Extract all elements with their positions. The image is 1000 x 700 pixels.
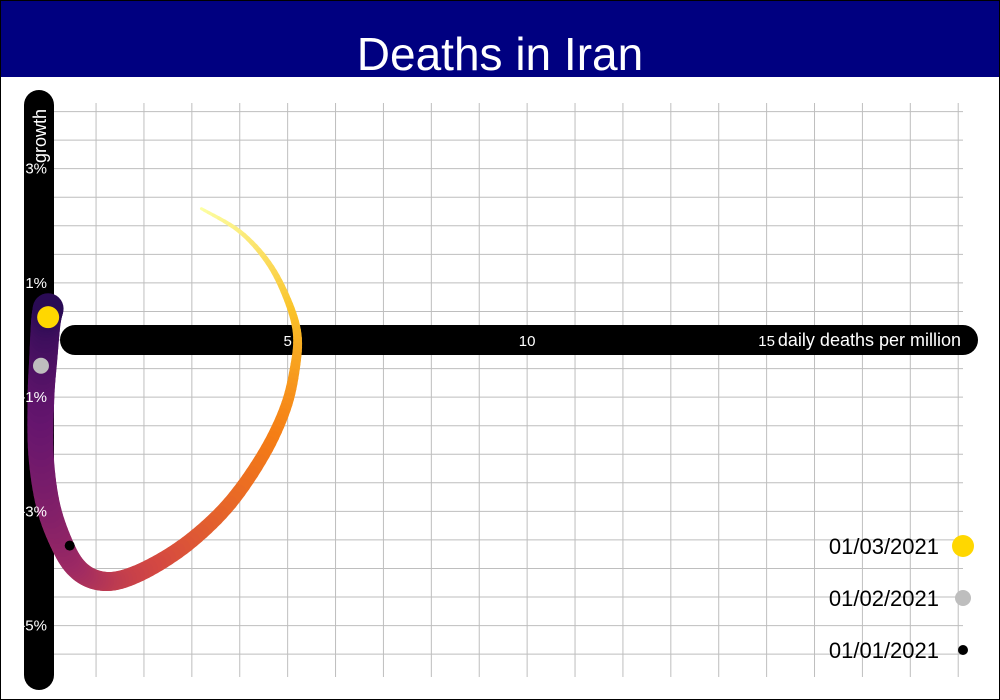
x-tick-label: 10 <box>519 333 536 350</box>
axes <box>24 90 978 690</box>
y-tick-label: -3% <box>20 503 47 520</box>
legend-marker <box>952 535 974 557</box>
highlight-point <box>37 306 60 329</box>
legend-marker <box>955 590 971 606</box>
y-tick-label: -5% <box>20 618 47 635</box>
grid-lines <box>29 103 963 677</box>
x-tick-label: 5 <box>283 333 291 350</box>
y-tick-label: -1% <box>20 389 47 406</box>
legend: 01/03/2021 01/02/2021 01/01/2021 <box>829 534 974 663</box>
legend-label: 01/01/2021 <box>829 638 939 663</box>
legend-label: 01/03/2021 <box>829 534 939 559</box>
legend-label: 01/02/2021 <box>829 586 939 611</box>
y-axis-label: growth <box>30 109 50 163</box>
y-tick-label: 3% <box>25 161 47 178</box>
x-axis-label: daily deaths per million <box>778 330 961 350</box>
trajectory <box>27 207 303 592</box>
title-bar <box>1 1 999 77</box>
y-tick-label: 1% <box>25 275 47 292</box>
chart-title: Deaths in Iran <box>356 28 644 80</box>
x-tick-label: 15 <box>758 333 775 350</box>
axis-labels: 5 10 15 daily deaths per million 3% 1% -1% -3% -… <box>20 109 961 635</box>
highlight-point <box>32 357 49 374</box>
legend-marker <box>958 645 968 655</box>
highlight-points <box>32 306 75 551</box>
highlight-point <box>64 540 75 551</box>
